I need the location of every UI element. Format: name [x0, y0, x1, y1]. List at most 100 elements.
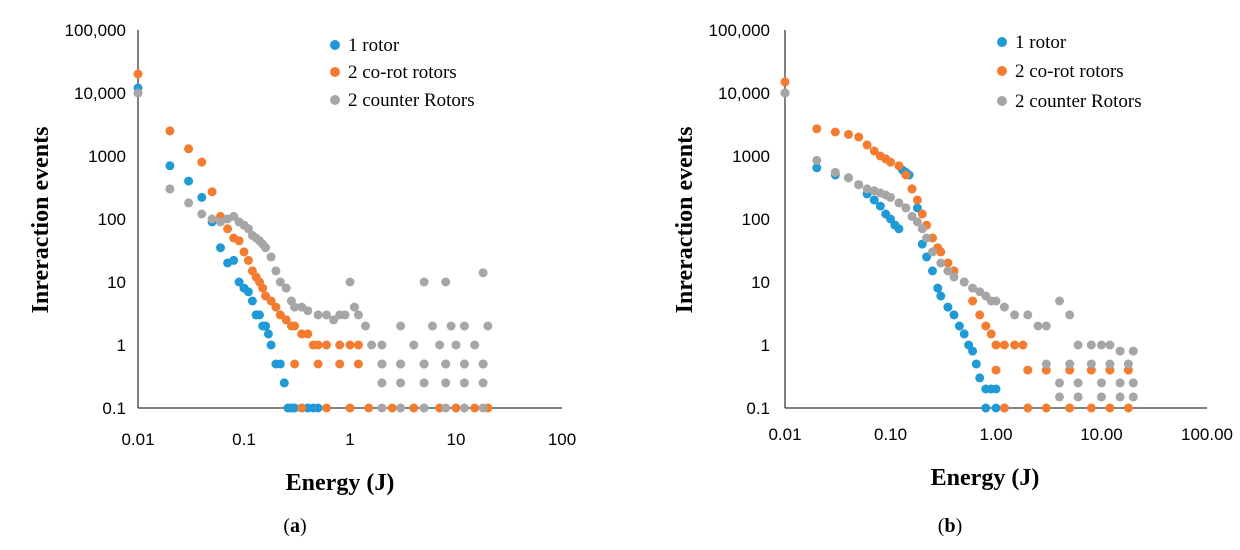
data-point-1-rotor [933, 283, 943, 293]
data-point-2-counter-rotors [441, 403, 451, 413]
data-point-2-counter-rotors [441, 378, 451, 388]
legend-label: 2 co-rot rotors [348, 62, 457, 83]
data-point-2-counter-rotors [1128, 378, 1138, 388]
data-point-2-counter-rotors [165, 184, 175, 194]
data-point-2-counter-rotors [377, 340, 387, 350]
legend-marker-1-rotor [997, 37, 1007, 47]
data-point-2-counter-rotors [459, 359, 469, 369]
data-point-2-counter-rotors [844, 173, 853, 183]
data-point-2-counter-rotors [1105, 340, 1115, 350]
y-tick-label: 100 [98, 210, 126, 229]
data-point-2-counter-rotors [917, 224, 927, 234]
data-point-2-counter-rotors [377, 359, 387, 369]
data-point-2-co-rot-rotors [451, 403, 461, 413]
data-point-2-co-rot-rotors [986, 329, 996, 339]
data-point-2-counter-rotors [266, 252, 276, 262]
data-point-2-counter-rotors [441, 359, 451, 369]
data-point-2-co-rot-rotors [322, 403, 331, 413]
data-point-2-counter-rotors [435, 340, 445, 350]
data-point-2-co-rot-rotors [165, 126, 175, 136]
data-point-2-counter-rotors [478, 403, 488, 413]
data-point-1-rotor [263, 329, 273, 339]
data-point-2-co-rot-rotors [812, 124, 822, 134]
data-point-2-counter-rotors [396, 359, 406, 369]
legend-label: 2 co-rot rotors [1015, 61, 1124, 82]
data-point-2-co-rot-rotors [313, 359, 323, 369]
data-point-2-counter-rotors [1128, 392, 1138, 402]
data-point-2-counter-rotors [999, 302, 1009, 312]
data-point-2-counter-rotors [396, 403, 406, 413]
data-point-2-counter-rotors [1010, 310, 1020, 320]
data-point-2-co-rot-rotors [281, 315, 291, 325]
data-point-2-counter-rotors [1097, 392, 1106, 402]
legend: 1 rotor 2 co-rot rotors 2 counter Rotors [330, 35, 475, 111]
data-point-2-co-rot-rotors [844, 129, 853, 139]
data-point-2-counter-rotors [377, 403, 387, 413]
data-point-2-counter-rotors [928, 247, 937, 257]
data-point-2-counter-rotors [812, 155, 822, 165]
legend-marker-counter [997, 96, 1007, 106]
data-point-2-co-rot-rotors [981, 321, 991, 331]
data-point-2-counter-rotors [207, 214, 217, 224]
data-point-2-counter-rotors [290, 302, 300, 312]
data-point-2-counter-rotors [1115, 346, 1125, 356]
caption-b: (b) [938, 515, 962, 537]
data-point-2-co-rot-rotors [1105, 403, 1115, 413]
x-tick-label: 0.01 [121, 430, 154, 449]
y-tick-label: 10,000 [74, 84, 126, 103]
data-point-2-co-rot-rotors [1086, 403, 1096, 413]
y-tick-label: 100,000 [709, 21, 770, 40]
data-point-2-counter-rotors [459, 378, 469, 388]
x-ticks: 0.01 0.10 1.00 10.00 100.00 [768, 425, 1233, 444]
data-point-2-counter-rotors [322, 310, 331, 320]
data-point-1-rotor [928, 266, 937, 276]
data-point-2-co-rot-rotors [1018, 340, 1028, 350]
y-axis-title: Inreraction events [672, 127, 698, 314]
data-point-1-rotor [936, 291, 946, 301]
x-tick-label: 100 [548, 430, 576, 449]
data-point-2-counter-rotors [367, 340, 377, 350]
data-point-2-counter-rotors [313, 310, 323, 320]
data-point-2-co-rot-rotors [1010, 340, 1020, 350]
data-point-2-counter-rotors [459, 403, 469, 413]
data-point-2-counter-rotors [886, 192, 895, 202]
panel-a: 0.1 1 10 100 1000 10,000 100,000 0.01 0.1 1 10 100… [28, 21, 576, 537]
data-point-2-co-rot-rotors [830, 127, 840, 137]
data-point-2-co-rot-rotors [387, 403, 397, 413]
data-point-2-co-rot-rotors [297, 403, 307, 413]
data-point-2-counter-rotors [478, 268, 488, 278]
data-point-2-co-rot-rotors [894, 161, 904, 171]
data-point-1-rotor [313, 403, 323, 413]
data-point-2-co-rot-rotors [917, 209, 927, 219]
legend-marker-1-rotor [330, 40, 340, 50]
data-point-2-counter-rotors [396, 378, 406, 388]
data-point-1-rotor [261, 321, 271, 331]
data-point-1-rotor [290, 403, 300, 413]
data-point-2-co-rot-rotors [409, 403, 419, 413]
data-point-2-co-rot-rotors [322, 340, 331, 350]
data-point-1-rotor [229, 255, 239, 265]
data-point-2-counter-rotors [1033, 321, 1043, 331]
data-point-2-counter-rotors [361, 321, 370, 331]
data-point-2-counter-rotors [184, 198, 194, 208]
legend-label: 1 rotor [348, 35, 400, 56]
data-point-2-co-rot-rotors [1065, 403, 1075, 413]
data-point-2-counter-rotors [1086, 340, 1096, 350]
data-point-1-rotor [959, 329, 969, 339]
legend: 1 rotor 2 co-rot rotors 2 counter Rotors [997, 32, 1142, 112]
x-tick-label: 100.00 [1181, 425, 1233, 444]
x-tick-label: 1.00 [979, 425, 1012, 444]
data-point-2-counter-rotors [377, 378, 387, 388]
y-tick-label: 10 [751, 273, 770, 292]
data-point-2-counter-rotors [968, 283, 978, 293]
data-point-1-rotor [991, 403, 1001, 413]
data-point-1-rotor [184, 176, 194, 186]
data-point-1-rotor [894, 224, 904, 234]
data-point-2-counter-rotors [862, 184, 872, 194]
caption-open: ( [283, 515, 290, 537]
data-point-2-co-rot-rotors [968, 296, 978, 306]
y-tick-label: 0.1 [102, 399, 126, 418]
data-point-2-co-rot-rotors [886, 157, 895, 167]
data-point-2-counter-rotors [912, 217, 922, 227]
data-point-2-counter-rotors [1073, 392, 1083, 402]
